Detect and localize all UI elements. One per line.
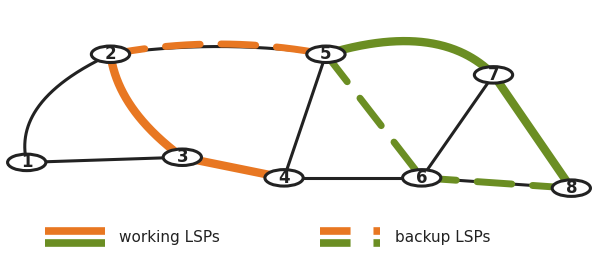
Circle shape <box>163 149 202 165</box>
Text: 3: 3 <box>176 148 188 166</box>
Text: 5: 5 <box>320 45 332 63</box>
Text: working LSPs: working LSPs <box>120 230 220 245</box>
Circle shape <box>474 67 513 83</box>
Circle shape <box>307 46 345 63</box>
Circle shape <box>402 170 441 186</box>
Text: 6: 6 <box>416 169 428 187</box>
Circle shape <box>8 154 46 171</box>
Circle shape <box>552 180 591 196</box>
Text: backup LSPs: backup LSPs <box>395 230 490 245</box>
Circle shape <box>91 46 130 63</box>
Text: 8: 8 <box>565 179 577 197</box>
Text: 4: 4 <box>278 169 290 187</box>
Text: 1: 1 <box>21 153 33 171</box>
Text: 7: 7 <box>487 66 500 84</box>
Circle shape <box>265 170 303 186</box>
Text: 2: 2 <box>104 45 117 63</box>
